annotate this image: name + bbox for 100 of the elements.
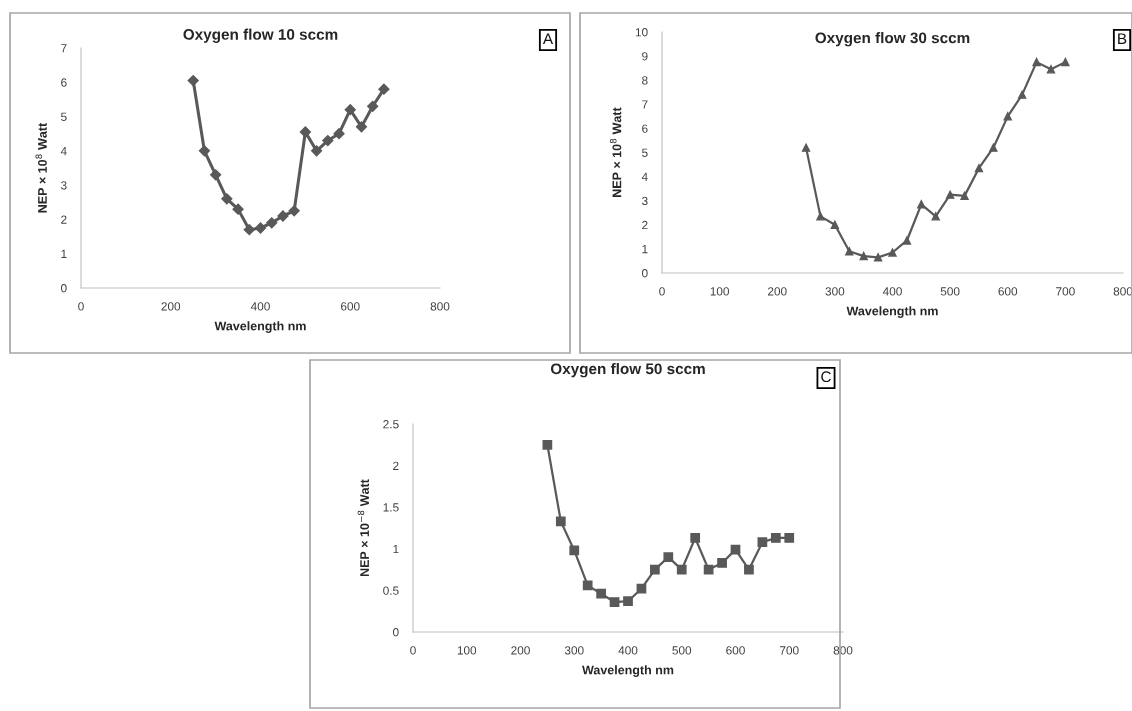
y-tick-label: 0	[642, 269, 648, 278]
point	[569, 545, 580, 556]
text: C	[821, 371, 831, 383]
y-tick-label: 0	[393, 628, 399, 637]
x-tick-label: 700	[1056, 287, 1075, 296]
y-tick-label: 6	[61, 78, 67, 87]
point	[198, 145, 211, 157]
x-tick-label: 200	[161, 302, 181, 311]
point	[931, 212, 940, 221]
x-tick-label: 0	[410, 646, 416, 655]
y-tick-label: 2	[61, 215, 67, 224]
point	[623, 596, 633, 607]
point	[744, 564, 754, 575]
point	[873, 253, 883, 262]
point	[288, 205, 300, 217]
y-tick-label: 5	[61, 112, 67, 121]
point	[636, 583, 647, 594]
x-tick-label: 600	[341, 302, 360, 311]
chart-title: Oxygen flow 10 sccm	[183, 28, 338, 43]
y-tick-label: 3	[61, 181, 67, 190]
x-tick-label: 300	[564, 646, 584, 655]
point	[974, 163, 984, 173]
chart-title: Oxygen flow 30 sccm	[815, 32, 970, 47]
point	[221, 193, 233, 205]
y-tick-label: 7	[642, 100, 648, 109]
point	[989, 143, 998, 152]
y-tick-label: 6	[642, 124, 648, 133]
y-tick-label: 8	[642, 76, 648, 85]
x-tick-label: 800	[430, 302, 450, 311]
point	[266, 217, 278, 229]
point	[830, 220, 840, 229]
point	[555, 516, 566, 527]
chart-title: Oxygen flow 50 sccm	[550, 363, 705, 378]
x-tick-label: 0	[659, 287, 665, 296]
y-tick-label: 2.5	[383, 420, 399, 429]
point	[650, 564, 660, 575]
point	[676, 564, 687, 575]
x-axis-title: Wavelength nm	[214, 321, 306, 333]
point	[960, 191, 969, 201]
y-tick-label: 4	[60, 147, 67, 156]
point	[945, 190, 955, 199]
point	[690, 533, 701, 543]
point	[845, 247, 854, 256]
y-tick-label: 2	[642, 220, 648, 230]
point	[596, 588, 606, 599]
point	[816, 212, 825, 221]
point	[1032, 57, 1041, 67]
y-tick-label: 7	[61, 44, 67, 53]
text: A	[542, 33, 554, 44]
point	[355, 121, 368, 133]
point	[254, 222, 267, 234]
y-tick-label: 9	[642, 52, 648, 61]
point	[859, 251, 868, 261]
point	[888, 248, 897, 257]
x-tick-label: 600	[998, 287, 1018, 296]
point	[187, 74, 199, 87]
y-axis-title: NEP × 10$^{8}$ Watt	[609, 107, 622, 197]
y-axis-title: NEP × 10$^{−8}$ Watt	[357, 479, 370, 577]
x-tick-label: 0	[78, 302, 84, 311]
x-tick-label: 400	[618, 646, 638, 655]
point	[609, 597, 620, 607]
x-tick-label: 700	[780, 646, 799, 655]
x-tick-label: 200	[511, 646, 530, 655]
point	[243, 224, 255, 236]
point	[210, 169, 222, 181]
point	[299, 126, 311, 138]
point	[542, 439, 553, 450]
annotation: B	[1118, 33, 1127, 44]
x-tick-label: 100	[457, 646, 477, 655]
x-tick-label: 800	[1113, 287, 1132, 296]
point	[801, 143, 811, 152]
x-tick-label: 500	[672, 646, 692, 655]
point	[582, 580, 593, 591]
y-tick-label: 1.5	[383, 503, 399, 512]
point	[902, 236, 912, 245]
point	[1003, 112, 1012, 121]
y-tick-label: 2	[393, 461, 399, 470]
y-tick-label: 5	[642, 148, 648, 157]
point	[770, 533, 781, 543]
x-tick-label: 400	[882, 287, 902, 296]
x-axis-title: Wavelength nm	[846, 306, 938, 318]
x-tick-label: 600	[726, 646, 745, 655]
point	[917, 200, 926, 209]
point	[232, 203, 244, 215]
x-tick-label: 500	[940, 287, 960, 296]
point	[1061, 57, 1070, 67]
y-tick-label: 1	[642, 245, 648, 254]
point	[717, 558, 727, 568]
point	[333, 128, 345, 140]
point	[344, 104, 356, 116]
point	[1046, 65, 1056, 74]
x-tick-label: 200	[768, 287, 787, 296]
y-tick-label: 1	[61, 249, 67, 258]
x-tick-label: 800	[833, 646, 853, 655]
y-tick-label: 4	[641, 172, 648, 181]
point	[322, 134, 334, 147]
x-tick-label: 100	[710, 287, 730, 296]
point	[1017, 90, 1027, 99]
point	[784, 533, 795, 543]
x-tick-label: 400	[250, 302, 270, 311]
